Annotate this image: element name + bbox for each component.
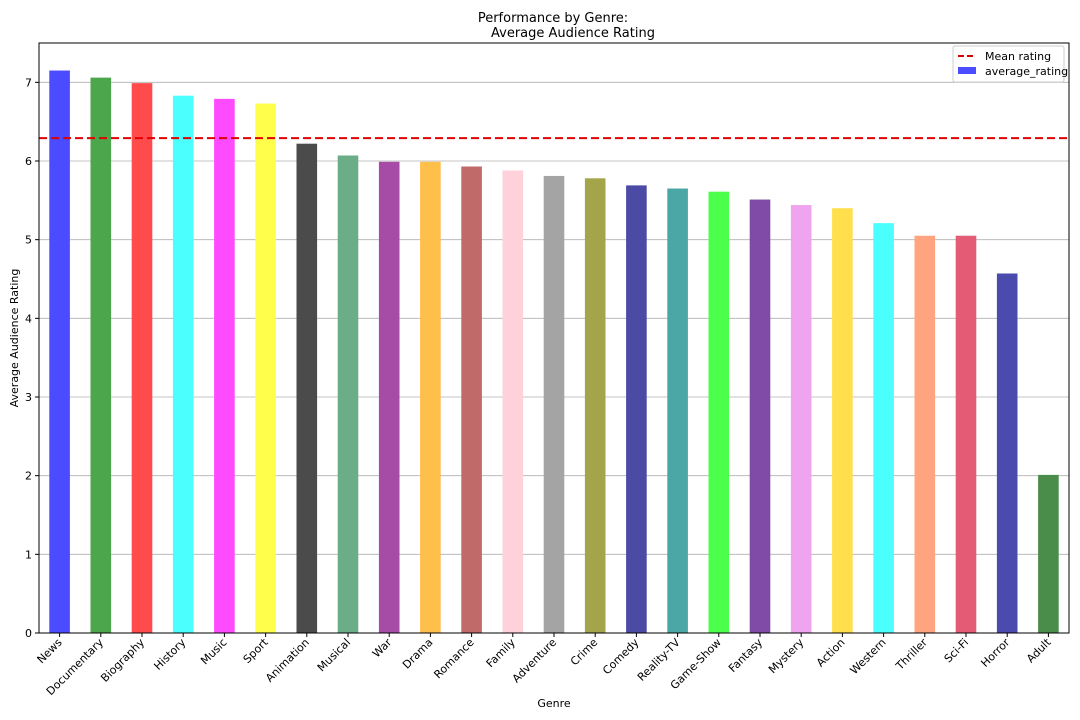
bar-musical [337,155,359,633]
legend: Mean rating average_rating [952,45,1068,83]
x-tick-label-adventure: Adventure [510,636,560,686]
bar-action [832,208,853,633]
chart-title-line-2: Average Audience Rating [491,26,655,41]
y-tick-label-4: 4 [25,312,32,325]
bar-game-show [708,191,730,633]
y-tick-label-2: 2 [25,470,32,483]
legend-mean-rating-label: Mean rating [985,50,1051,63]
bar-drama [420,161,441,633]
bar-family [502,170,524,633]
bar-western [873,223,894,633]
legend-average-rating-swatch [958,67,976,74]
legend-box [952,45,1065,83]
x-tick-label-comedy: Comedy [600,636,642,678]
bar-news [49,70,70,634]
x-tick-label-thriller: Thriller [893,636,931,674]
x-tick-label-war: War [370,636,395,661]
bar-comedy [626,185,647,634]
bar-horror [996,273,1018,633]
bar-adventure [543,175,565,634]
x-tick-label-adult: Adult [1024,635,1054,665]
bar-documentary [90,77,112,633]
bar-war [378,161,400,633]
x-tick-label-sci-fi: Sci-Fi [942,636,971,665]
bar-mystery [790,205,812,633]
x-tick-label-animation: Animation [263,636,312,685]
x-tick-label-musical: Musical [315,636,353,674]
bar-music [214,98,235,633]
bar-animation [296,143,318,633]
legend-average-rating-label: average_rating [985,65,1068,78]
y-tick-label-3: 3 [25,391,32,404]
x-tick-label-sport: Sport [241,635,272,666]
x-tick-label-news: News [35,636,65,666]
y-tick-label-1: 1 [25,548,32,561]
x-tick-label-biography: Biography [98,636,147,685]
x-tick-label-mystery: Mystery [766,636,807,677]
bar-history [172,95,194,633]
bar-sport [255,103,276,633]
bars [49,70,1059,634]
bar-thriller [914,235,936,633]
bar-fantasy [749,199,771,633]
y-axis-ticks: 0 1 2 3 4 5 6 7 [25,76,39,640]
y-tick-label-0: 0 [25,627,32,640]
x-axis-label: Genre [537,697,571,710]
bar-sci-fi [955,235,977,633]
bar-adult [1038,474,1059,633]
x-tick-label-drama: Drama [400,636,435,671]
y-tick-label-7: 7 [25,76,32,89]
chart-title-line-1: Performance by Genre: [478,11,628,26]
x-tick-label-horror: Horror [978,636,1012,670]
y-tick-label-6: 6 [25,155,32,168]
x-tick-label-romance: Romance [431,636,477,682]
y-tick-label-5: 5 [25,234,32,247]
x-tick-label-family: Family [484,636,519,671]
x-tick-label-music: Music [198,636,229,667]
x-tick-label-fantasy: Fantasy [726,636,765,675]
x-tick-label-western: Western [848,636,889,677]
bar-biography [131,83,153,634]
bar-crime [584,178,606,633]
y-axis-label: Average Audience Rating [8,269,21,408]
x-tick-label-history: History [151,636,188,673]
bar-romance [461,166,482,634]
bar-reality-tv [667,188,688,634]
x-tick-label-action: Action [814,636,848,670]
x-tick-label-crime: Crime [568,636,601,669]
